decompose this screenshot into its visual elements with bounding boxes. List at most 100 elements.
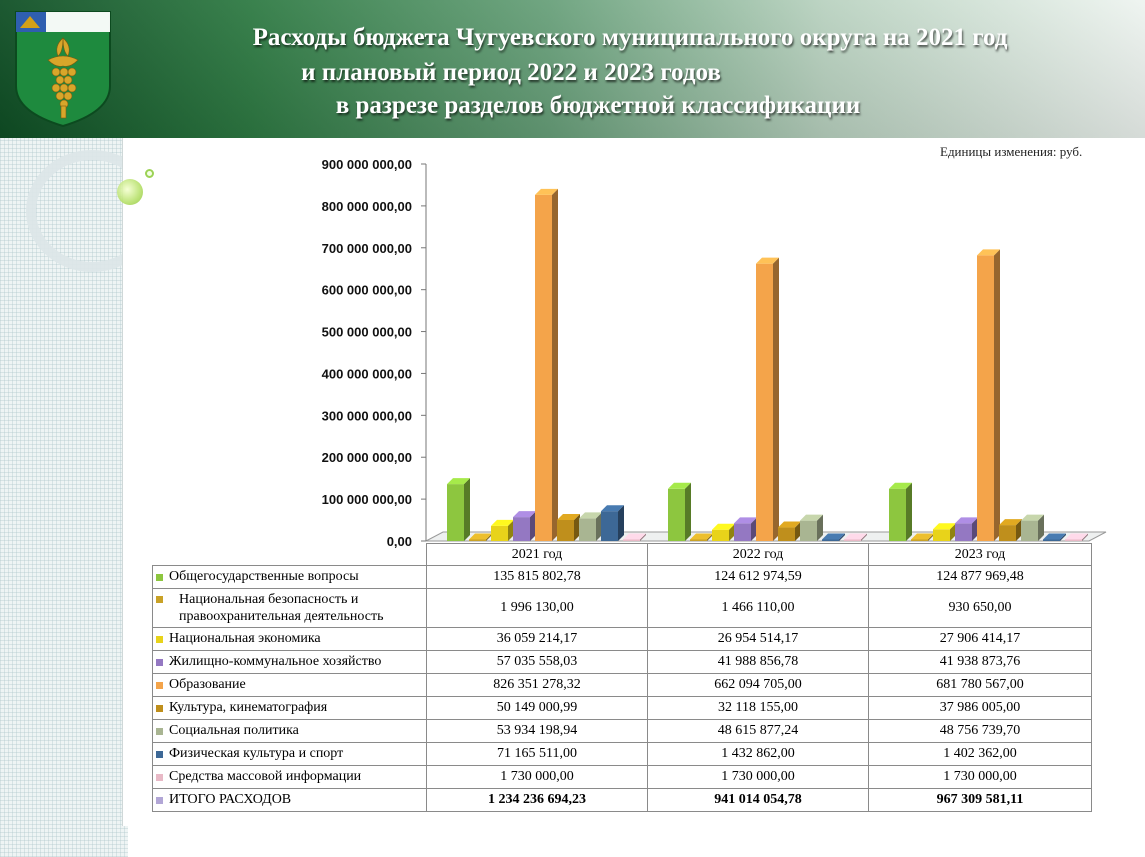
bar-top: [734, 517, 757, 524]
bar-side: [1016, 519, 1022, 541]
value-cell: 50 149 000,99: [426, 696, 648, 720]
y-tick-label: 300 000 000,00: [322, 408, 412, 423]
bar-top: [756, 257, 779, 264]
bar: [447, 484, 464, 541]
row-label: Национальная экономика: [169, 631, 321, 646]
table-row: Образование 826 351 278,32 662 094 705,00 6…: [152, 673, 1092, 697]
row-label-cell: Национальная безопасность и правоохранит…: [152, 588, 427, 628]
bar: [712, 529, 729, 541]
bar-top: [1065, 533, 1088, 540]
decorative-bubble: [117, 179, 143, 205]
bar: [579, 518, 596, 541]
bar-side: [640, 533, 646, 541]
legend-swatch: [156, 659, 163, 666]
y-tick-label: 600 000 000,00: [322, 283, 412, 298]
legend-swatch: [156, 774, 163, 781]
bar-side: [685, 482, 691, 541]
background-pattern: [0, 0, 128, 857]
row-label-cell: ИТОГО РАСХОДОВ: [152, 788, 427, 812]
legend-swatch: [156, 636, 163, 643]
row-label-cell: Социальная политика: [152, 719, 427, 743]
slide-title-line-3: в разрезе разделов бюджетной классификац…: [335, 92, 861, 119]
bar: [557, 519, 574, 541]
bar-top: [933, 523, 956, 530]
row-label: Образование: [169, 677, 246, 692]
column-header: 2021 год: [426, 543, 648, 566]
bar-top: [469, 533, 492, 540]
bar-top: [955, 517, 978, 524]
bar-side: [795, 521, 801, 541]
bar-side: [928, 533, 934, 541]
row-label: ИТОГО РАСХОДОВ: [169, 792, 292, 807]
table-corner: [152, 543, 427, 566]
bar: [933, 529, 950, 541]
legend-swatch: [156, 705, 163, 712]
row-label-cell: Культура, кинематография: [152, 696, 427, 720]
row-label: Общегосударственные вопросы: [169, 569, 359, 584]
value-cell: 681 780 567,00: [868, 673, 1092, 697]
bar: [955, 523, 972, 541]
bar-side: [574, 513, 580, 541]
y-tick-label: 100 000 000,00: [322, 492, 412, 507]
row-label-cell: Образование: [152, 673, 427, 697]
value-cell: 135 815 802,78: [426, 565, 648, 589]
table-row: Средства массовой информации 1 730 000,00…: [152, 765, 1092, 789]
bar-top: [889, 482, 912, 489]
bar: [778, 527, 795, 541]
bar: [1021, 520, 1038, 541]
y-tick-label: 200 000 000,00: [322, 450, 412, 465]
slide-title-line-2: и плановый период 2022 и 2023 годов: [301, 59, 721, 86]
legend-swatch: [156, 682, 163, 689]
bar-side: [817, 514, 823, 541]
bar: [822, 539, 839, 541]
table-row: Физическая культура и спорт 71 165 511,00…: [152, 742, 1092, 766]
row-label-cell: Национальная экономика: [152, 627, 427, 651]
bar-side: [1060, 533, 1066, 541]
bar-top: [491, 519, 514, 526]
bar-side: [508, 519, 514, 541]
bar-top: [712, 523, 735, 530]
value-cell: 1 996 130,00: [426, 588, 648, 628]
value-cell: 826 351 278,32: [426, 673, 648, 697]
bar-top: [447, 478, 470, 485]
units-note: Единицы изменения: руб.: [940, 144, 1083, 159]
bar-top: [800, 514, 823, 521]
bar-side: [464, 478, 470, 541]
data-table: 2021 год 2022 год 2023 год Общегосударст…: [152, 543, 1092, 812]
bar: [756, 263, 773, 541]
bar: [977, 255, 994, 541]
table-row: Национальная экономика 36 059 214,17 26 95…: [152, 627, 1092, 651]
bar: [623, 539, 640, 541]
bar: [668, 488, 685, 541]
bar: [535, 194, 552, 541]
value-cell: 26 954 514,17: [647, 627, 869, 651]
bar: [513, 517, 530, 541]
value-cell: 967 309 581,11: [868, 788, 1092, 812]
bar: [1043, 539, 1060, 541]
value-cell: 1 730 000,00: [426, 765, 648, 789]
decorative-bubble-small: [145, 169, 154, 178]
bar: [889, 488, 906, 541]
value-cell: 1 466 110,00: [647, 588, 869, 628]
bar-top: [1021, 514, 1044, 521]
bar-side: [729, 523, 735, 541]
bar-top: [535, 188, 558, 195]
y-tick-label: 400 000 000,00: [322, 366, 412, 381]
bar-top: [601, 505, 624, 512]
bar-side: [1082, 533, 1088, 541]
legend-swatch: [156, 797, 163, 804]
bar-side: [861, 533, 867, 541]
value-cell: 1 402 362,00: [868, 742, 1092, 766]
y-tick-label: 700 000 000,00: [322, 241, 412, 256]
value-cell: 53 934 198,94: [426, 719, 648, 743]
bar-top: [668, 482, 691, 489]
bar: [734, 523, 751, 541]
bar-top: [778, 521, 801, 528]
bar-top: [844, 533, 867, 540]
value-cell: 41 988 856,78: [647, 650, 869, 674]
bar: [1065, 539, 1082, 541]
slide-header: Расходы бюджета Чугуевского муниципально…: [0, 0, 1145, 138]
bar: [601, 511, 618, 541]
bar: [469, 539, 486, 541]
